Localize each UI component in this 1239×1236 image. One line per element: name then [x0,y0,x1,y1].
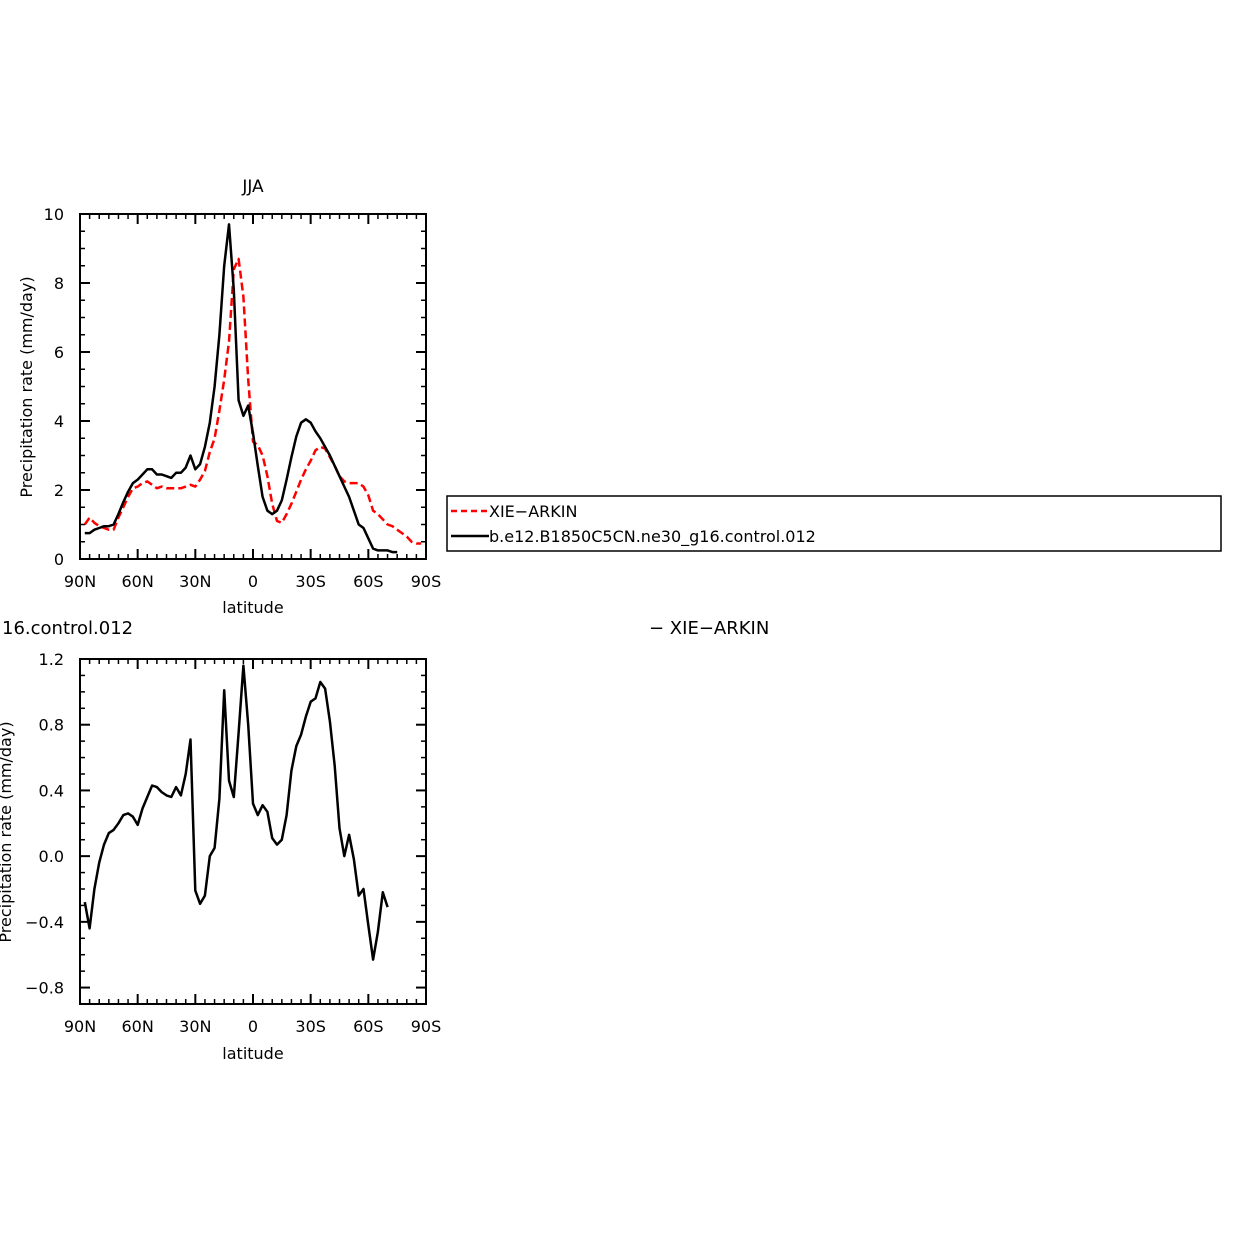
top-y-tick-label: 6 [54,343,64,362]
top-y-tick-label: 10 [44,205,64,224]
top-y-tick-label: 4 [54,412,64,431]
bottom-series-line-0 [83,664,389,961]
bottom-panel: 16.control.012 − XIE−ARKIN 90N 60N 30N 0 30S… [0,618,769,1063]
bottom-x-tick-label: 60S [353,1017,384,1036]
bottom-x-tick-label: 30S [295,1017,326,1036]
bottom-y-axis-label: Precipitation rate (mm/day) [0,721,15,942]
bottom-x-tick-label: 0 [248,1017,258,1036]
top-x-tick-labels: 90N 60N 30N 0 30S 60S 90S [64,572,441,591]
top-plot-frame [79,213,427,560]
legend: XIE−ARKIN b.e12.B1850C5CN.ne30_g16.contr… [446,495,1222,552]
legend-box [446,495,1222,552]
top-x-tick-label: 30N [179,572,211,591]
legend-label-xie-arkin: XIE−ARKIN [489,502,577,521]
top-x-tick-label: 60N [122,572,154,591]
top-series-group [83,223,422,554]
top-y-axis-label: Precipitation rate (mm/day) [17,276,36,497]
top-y-tick-label: 2 [54,481,64,500]
legend-label-model: b.e12.B1850C5CN.ne30_g16.control.012 [489,527,816,547]
top-major-ticks [79,213,427,560]
bottom-x-tick-label: 90N [64,1017,96,1036]
top-y-tick-label: 0 [54,550,64,569]
top-x-tick-label: 0 [248,572,258,591]
bottom-x-tick-label: 90S [411,1017,442,1036]
bottom-y-tick-label: −0.8 [25,979,64,998]
bottom-y-tick-label: 0.4 [39,781,64,800]
bottom-x-tick-label: 30N [179,1017,211,1036]
bottom-y-tick-label: −0.4 [25,913,64,932]
bottom-y-tick-label: 0.8 [39,716,64,735]
top-series-line-1 [84,223,398,554]
top-minor-ticks [80,214,426,559]
top-y-tick-labels: 0 2 4 6 8 10 [44,205,64,569]
bottom-x-tick-labels: 90N 60N 30N 0 30S 60S 90S [64,1017,441,1036]
bottom-x-tick-label: 60N [122,1017,154,1036]
bottom-series-group [83,664,389,961]
top-panel: JJA 90N 60N 30N 0 30S 60S 90S 0 2 4 6 8 10 latitude… [17,177,1222,617]
top-x-tick-label: 30S [295,572,326,591]
top-x-tick-label: 60S [353,572,384,591]
bottom-y-tick-label: 0.0 [39,847,64,866]
top-series-line-0 [83,257,422,545]
top-x-axis-label: latitude [222,598,283,617]
bottom-chart-title-left: 16.control.012 [2,618,133,639]
bottom-y-tick-labels: −0.8 −0.4 0.0 0.4 0.8 1.2 [25,650,64,998]
top-x-tick-label: 90S [411,572,442,591]
top-chart-title: JJA [241,177,264,197]
bottom-chart-title-right: − XIE−ARKIN [649,618,769,639]
top-y-tick-label: 8 [54,274,64,293]
bottom-plot-frame [79,658,427,1005]
top-x-tick-label: 90N [64,572,96,591]
bottom-y-tick-label: 1.2 [39,650,64,669]
bottom-x-axis-label: latitude [222,1044,283,1063]
